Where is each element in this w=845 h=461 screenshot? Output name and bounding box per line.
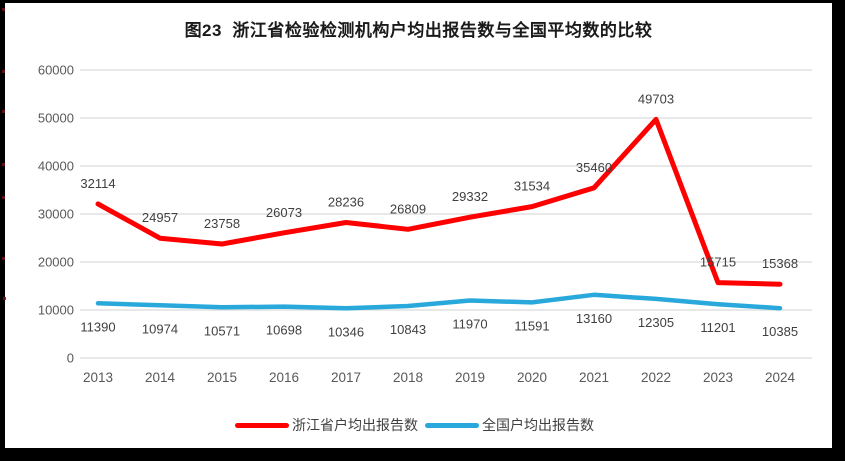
border-artifact-mark [2,110,5,113]
national-data-label: 12305 [638,315,674,330]
y-axis-tick-label: 30000 [38,207,74,222]
zhejiang-data-label: 26073 [266,205,302,220]
border-artifact-mark [2,70,5,73]
x-axis-tick-label: 2013 [83,370,113,385]
zhejiang-line-swatch [235,422,289,428]
border-artifact-mark [3,297,6,300]
national-data-label: 11201 [700,320,735,335]
zhejiang-data-label: 23758 [204,216,240,231]
x-axis-tick-label: 2019 [455,370,485,385]
border-artifact-mark [2,196,5,199]
national-data-label: 10385 [762,324,798,339]
y-axis-tick-label: 0 [67,351,74,366]
x-axis-tick-label: 2024 [765,370,796,385]
national-data-label: 13160 [576,311,612,326]
national-data-label: 10346 [328,324,364,339]
border-artifact-mark [2,8,5,11]
y-axis-tick-label: 20000 [38,255,74,270]
chart-title: 图23 浙江省检验检测机构户均出报告数与全国平均数的比较 [184,21,653,40]
x-axis-tick-label: 2022 [641,370,671,385]
zhejiang-data-label: 49703 [638,91,674,106]
zhejiang-data-label: 31534 [514,179,550,194]
national-data-label: 10974 [142,321,178,336]
zhejiang-data-label: 29332 [452,189,488,204]
x-axis-tick-label: 2016 [269,370,299,385]
border-artifact-mark [2,257,5,260]
legend-label-zhejiang: 浙江省户均出报告数 [292,417,418,433]
x-axis-tick-label: 2017 [331,370,361,385]
y-axis-tick-label: 10000 [38,303,74,318]
y-axis-tick-label: 50000 [38,111,74,126]
x-axis-tick-label: 2018 [393,370,423,385]
x-axis-tick-label: 2020 [517,370,547,385]
border-artifact-mark [2,163,5,166]
y-axis-tick-label: 60000 [38,63,74,78]
zhejiang-data-label: 15715 [700,255,736,270]
zhejiang-data-label: 26809 [390,201,426,216]
y-axis-tick-label: 40000 [38,159,74,174]
national-data-label: 10571 [204,323,240,338]
legend-item-zhejiang: 浙江省户均出报告数 [235,415,418,435]
x-axis-tick-label: 2014 [145,370,176,385]
zhejiang-data-label: 24957 [142,210,178,225]
national-data-label: 11970 [452,317,487,332]
chart-canvas: 图23 浙江省检验检测机构户均出报告数与全国平均数的比较 0 10000 20000… [5,3,832,448]
chart-legend: 浙江省户均出报告数 全国户均出报告数 [10,412,819,438]
line-chart-plot-area: 0 10000 20000 30000 40000 50000 60000 2013 2014 2… [38,63,812,385]
zhejiang-data-label: 28236 [328,195,364,210]
national-line-swatch [425,422,479,428]
x-axis-tick-label: 2015 [207,370,237,385]
national-series-line [95,292,783,311]
national-data-label: 10843 [390,322,426,337]
national-data-label: 11591 [514,318,549,333]
x-axis-tick-label: 2021 [579,370,609,385]
zhejiang-data-label: 32114 [80,176,115,191]
zhejiang-data-label: 35460 [576,160,612,175]
national-data-label: 11390 [80,319,115,334]
national-data-label: 10698 [266,323,302,338]
legend-item-national: 全国户均出报告数 [425,415,594,435]
x-axis-tick-label: 2023 [703,370,733,385]
zhejiang-series-line [95,116,783,287]
zhejiang-data-label: 15368 [762,256,798,271]
legend-label-national: 全国户均出报告数 [482,417,594,433]
